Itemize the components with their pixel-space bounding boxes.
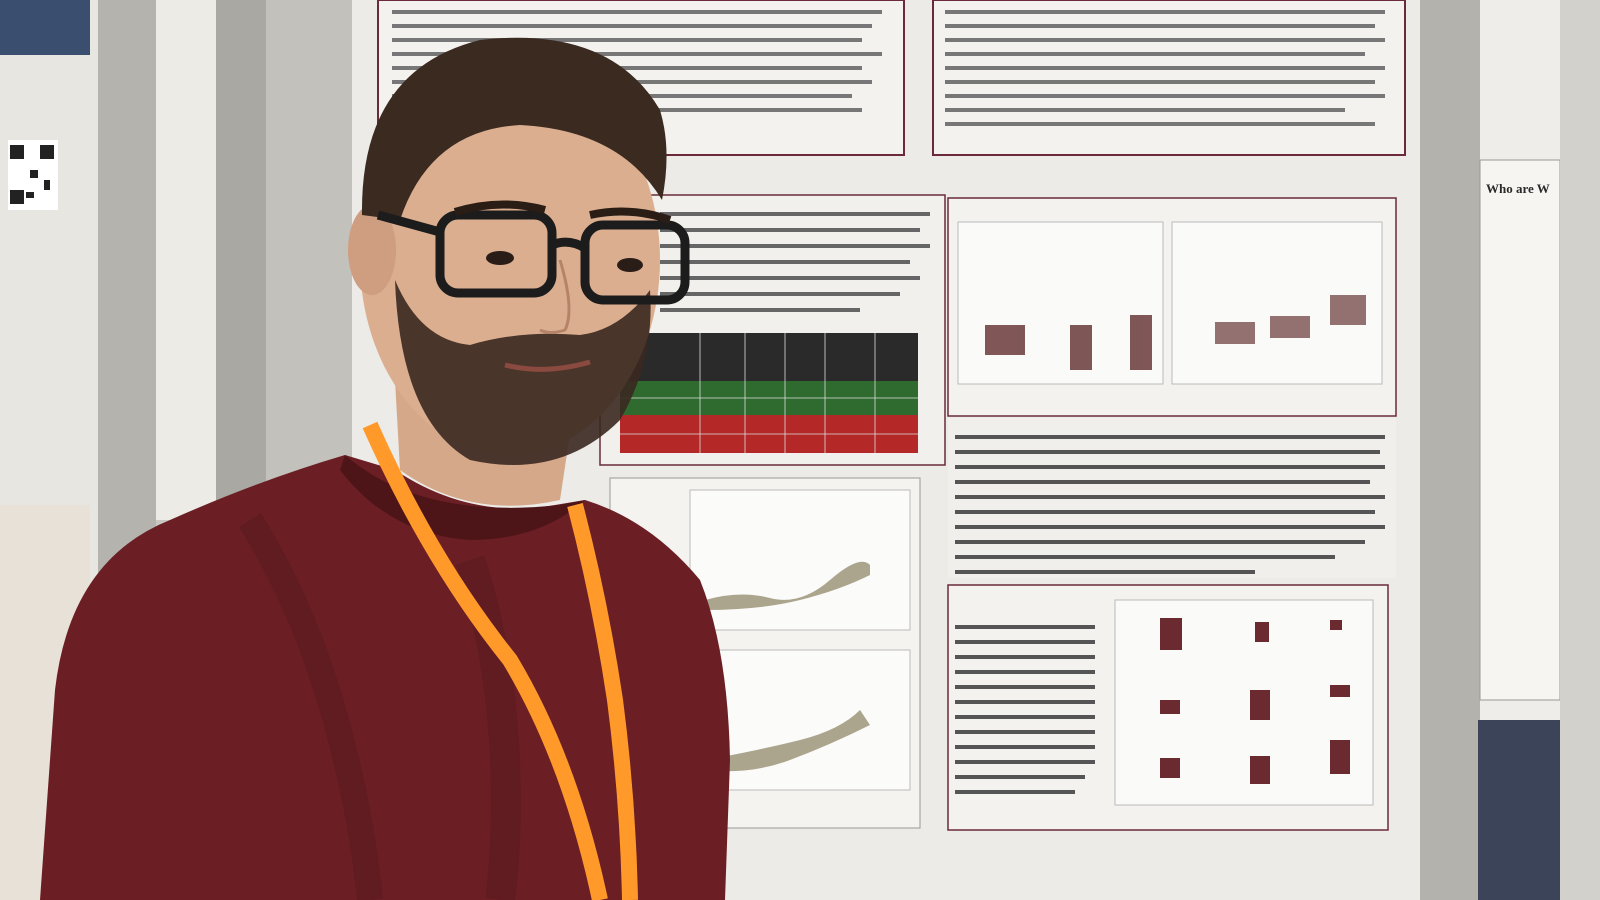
lanyard-left-strap bbox=[362, 421, 608, 900]
eye-right bbox=[617, 258, 643, 272]
beard bbox=[395, 280, 651, 465]
bar-chart-left-bars bbox=[985, 315, 1152, 370]
sweater-cable-knit bbox=[238, 513, 383, 900]
bar-chart-right-bars bbox=[1215, 295, 1366, 344]
bar-chart-left-panel bbox=[957, 221, 1164, 385]
qr-code-pattern bbox=[10, 145, 54, 204]
sweater-collar bbox=[340, 455, 585, 540]
nose bbox=[539, 259, 571, 334]
eyebrow-left bbox=[453, 200, 547, 216]
matrix-chart-cells bbox=[1160, 618, 1350, 784]
right-poster-heading: Who are W bbox=[1486, 181, 1550, 196]
ear bbox=[348, 205, 396, 295]
sweater bbox=[40, 455, 730, 900]
bar-chart-right-panel bbox=[1171, 221, 1383, 385]
poster-box-methods bbox=[932, 0, 1406, 156]
partition-panel-paper bbox=[156, 0, 216, 520]
partition-panel-right bbox=[1420, 0, 1480, 900]
eyebrow-right bbox=[589, 207, 672, 224]
lanyard-right-strap bbox=[567, 502, 638, 900]
poster-text-lines-methods bbox=[945, 10, 1385, 126]
matrix-chart-panel bbox=[1114, 599, 1374, 806]
table-grid-lines bbox=[620, 333, 918, 453]
line-chart-bottom-trace bbox=[705, 710, 870, 772]
sweater-cable-knit-2 bbox=[455, 555, 521, 900]
wall-right-edge bbox=[1560, 0, 1600, 900]
poster-text-lines-results bbox=[660, 212, 930, 312]
poster-text-lines-conclusion bbox=[955, 625, 1095, 794]
right-poster-photo bbox=[1478, 720, 1560, 900]
poster-text-lines-discussion bbox=[955, 435, 1385, 574]
lips bbox=[504, 359, 591, 372]
hair bbox=[361, 37, 667, 220]
left-poster-header bbox=[0, 0, 90, 55]
line-chart-top-trace bbox=[705, 561, 870, 610]
glasses bbox=[376, 210, 690, 305]
eye-left bbox=[486, 251, 514, 265]
right-poster-box bbox=[1479, 159, 1561, 701]
results-table bbox=[620, 333, 918, 453]
